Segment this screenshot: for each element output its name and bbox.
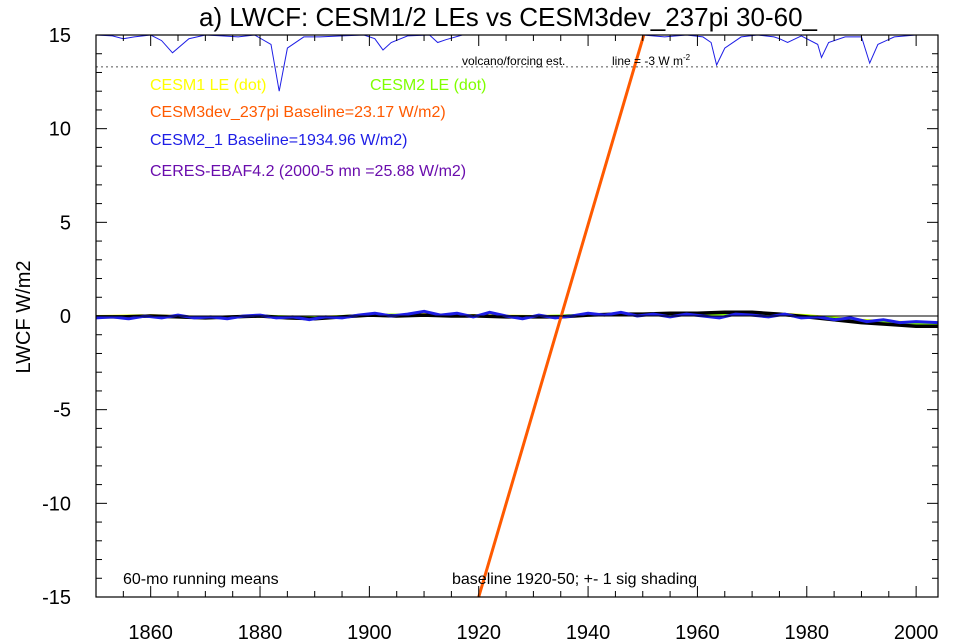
y-tick-label: -10 [42,493,71,515]
legend: CESM1 LE (dot) CESM2 LE (dot) CESM3dev_2… [150,77,486,180]
y-tick-label: 0 [60,306,71,328]
legend-cesm2-le: CESM2 LE (dot) [370,77,486,94]
y-tick-label: 10 [49,119,71,141]
chart-title: a) LWCF: CESM1/2 LEs vs CESM3dev_237pi 3… [199,2,818,32]
line-annotation: line = -3 W m-2 [612,53,691,68]
baseline-note: baseline 1920-50; +- 1 sig shading [452,571,697,588]
y-tick-label: -5 [53,400,71,422]
legend-ceres-ebaf: CERES-EBAF4.2 (2000-5 mn =25.88 W/m2) [150,163,466,180]
x-tick-label: 1940 [566,622,611,641]
x-tick-label: 2000 [894,622,939,641]
running-means-note: 60-mo running means [123,571,279,588]
x-tick-label: 1900 [347,622,392,641]
x-tick-label: 1860 [128,622,173,641]
volcano-annotation: volcano/forcing est. [462,54,565,68]
y-tick-label: 15 [49,25,71,47]
legend-cesm1-le: CESM1 LE (dot) [150,77,266,94]
line-annotation-text: line = -3 W m [612,54,683,68]
x-tick-label: 1920 [456,622,501,641]
y-tick-label: 5 [60,212,71,234]
x-tick-label: 1980 [785,622,830,641]
line-annotation-superscript: -2 [683,53,691,62]
legend-cesm2-1: CESM2_1 Baseline=1934.96 W/m2) [150,132,407,149]
plot-area: 1860 1880 1900 1920 1940 1960 1980 2000 15 10 5 0 -5… [42,25,939,641]
x-tick-label: 1880 [238,622,283,641]
x-tick-label: 1960 [675,622,720,641]
series-line-cesm2_1 [95,309,939,325]
tick-labels: 1860 1880 1900 1920 1940 1960 1980 2000 15 10 5 0 -5… [42,25,938,641]
axis-ticks [95,34,938,598]
y-axis-label: LWCF W/m2 [13,261,35,374]
y-tick-label: -15 [42,587,71,609]
legend-cesm3dev: CESM3dev_237pi Baseline=23.17 W/m2) [150,104,446,121]
